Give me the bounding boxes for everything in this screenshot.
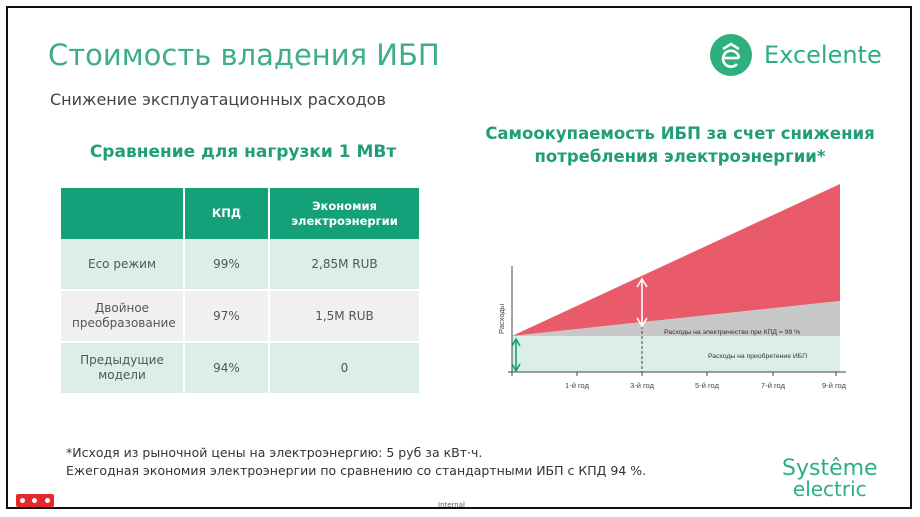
comparison-heading: Сравнение для нагрузки 1 МВт: [89, 142, 397, 162]
comparison-table: КПД Экономия электроэнергии Eco режим 99…: [61, 188, 421, 395]
header-savings: Экономия электроэнергии: [269, 188, 421, 239]
y-axis-label: Расходы: [497, 304, 506, 334]
header-mode: [61, 188, 185, 239]
cell-mode: Eco режим: [61, 239, 185, 291]
brand-line-1: Systême: [782, 456, 878, 481]
logo-e-icon: [710, 34, 752, 76]
series-label-purchase: Расходы на приобретение ИБП: [708, 352, 807, 360]
cell-efficiency: 97%: [184, 290, 270, 343]
tick-label: 1-й год: [565, 381, 590, 390]
table-row: Предыдущие модели 94% 0: [61, 342, 421, 395]
area-purchase: [512, 336, 840, 372]
footnote-line-2: Ежегодная экономия электроэнергии по сра…: [66, 463, 647, 478]
footnote-line-1: *Исходя из рыночной цены на электроэнерг…: [66, 445, 483, 460]
brand-line-2: electric: [792, 477, 867, 501]
table-row: Eco режим 99% 2,85M RUB: [61, 239, 421, 291]
systeme-electric-logo: Systême electric: [782, 456, 878, 501]
slide-title: Стоимость владения ИБП: [48, 38, 440, 72]
savings-arrow-icon: [636, 277, 648, 328]
footnote: *Исходя из рыночной цены на электроэнерг…: [66, 444, 646, 480]
payback-chart: 1-й год 3-й год 5-й год 7-й год 9-й год …: [497, 184, 847, 390]
cell-mode: Предыдущие модели: [61, 342, 185, 395]
tick-label: 3-й год: [630, 381, 655, 390]
cell-savings: 2,85M RUB: [269, 239, 421, 291]
excelente-logo: Excelente: [710, 34, 882, 76]
cell-efficiency: 99%: [184, 239, 270, 291]
table-row: Двойное преобразование 97% 1,5M RUB: [61, 290, 421, 343]
purchase-arrow-icon: [511, 337, 521, 373]
cell-efficiency: 94%: [184, 342, 270, 395]
tick-label: 9-й год: [822, 381, 847, 390]
area-eff-94: [512, 184, 840, 336]
logo-text: Excelente: [764, 41, 882, 69]
tick-label: 5-й год: [695, 381, 720, 390]
classification-label: Internal: [438, 501, 465, 509]
cell-mode: Двойное преобразование: [61, 290, 185, 343]
slide-dots-icon: [16, 494, 54, 507]
tick-label: 7-й год: [761, 381, 786, 390]
slide: Стоимость владения ИБП Снижение эксплуат…: [6, 6, 912, 509]
slide-subtitle: Снижение эксплуатационных расходов: [50, 90, 386, 109]
area-eff-99: [512, 301, 840, 336]
cell-savings: 0: [269, 342, 421, 395]
payback-heading: Самоокупаемость ИБП за счет снижения пот…: [485, 124, 875, 166]
header-efficiency: КПД: [184, 188, 270, 239]
series-label-99: Расходы на электричество при КПД = 99 %: [664, 329, 800, 336]
cell-savings: 1,5M RUB: [269, 290, 421, 343]
table-header-row: КПД Экономия электроэнергии: [61, 188, 421, 239]
